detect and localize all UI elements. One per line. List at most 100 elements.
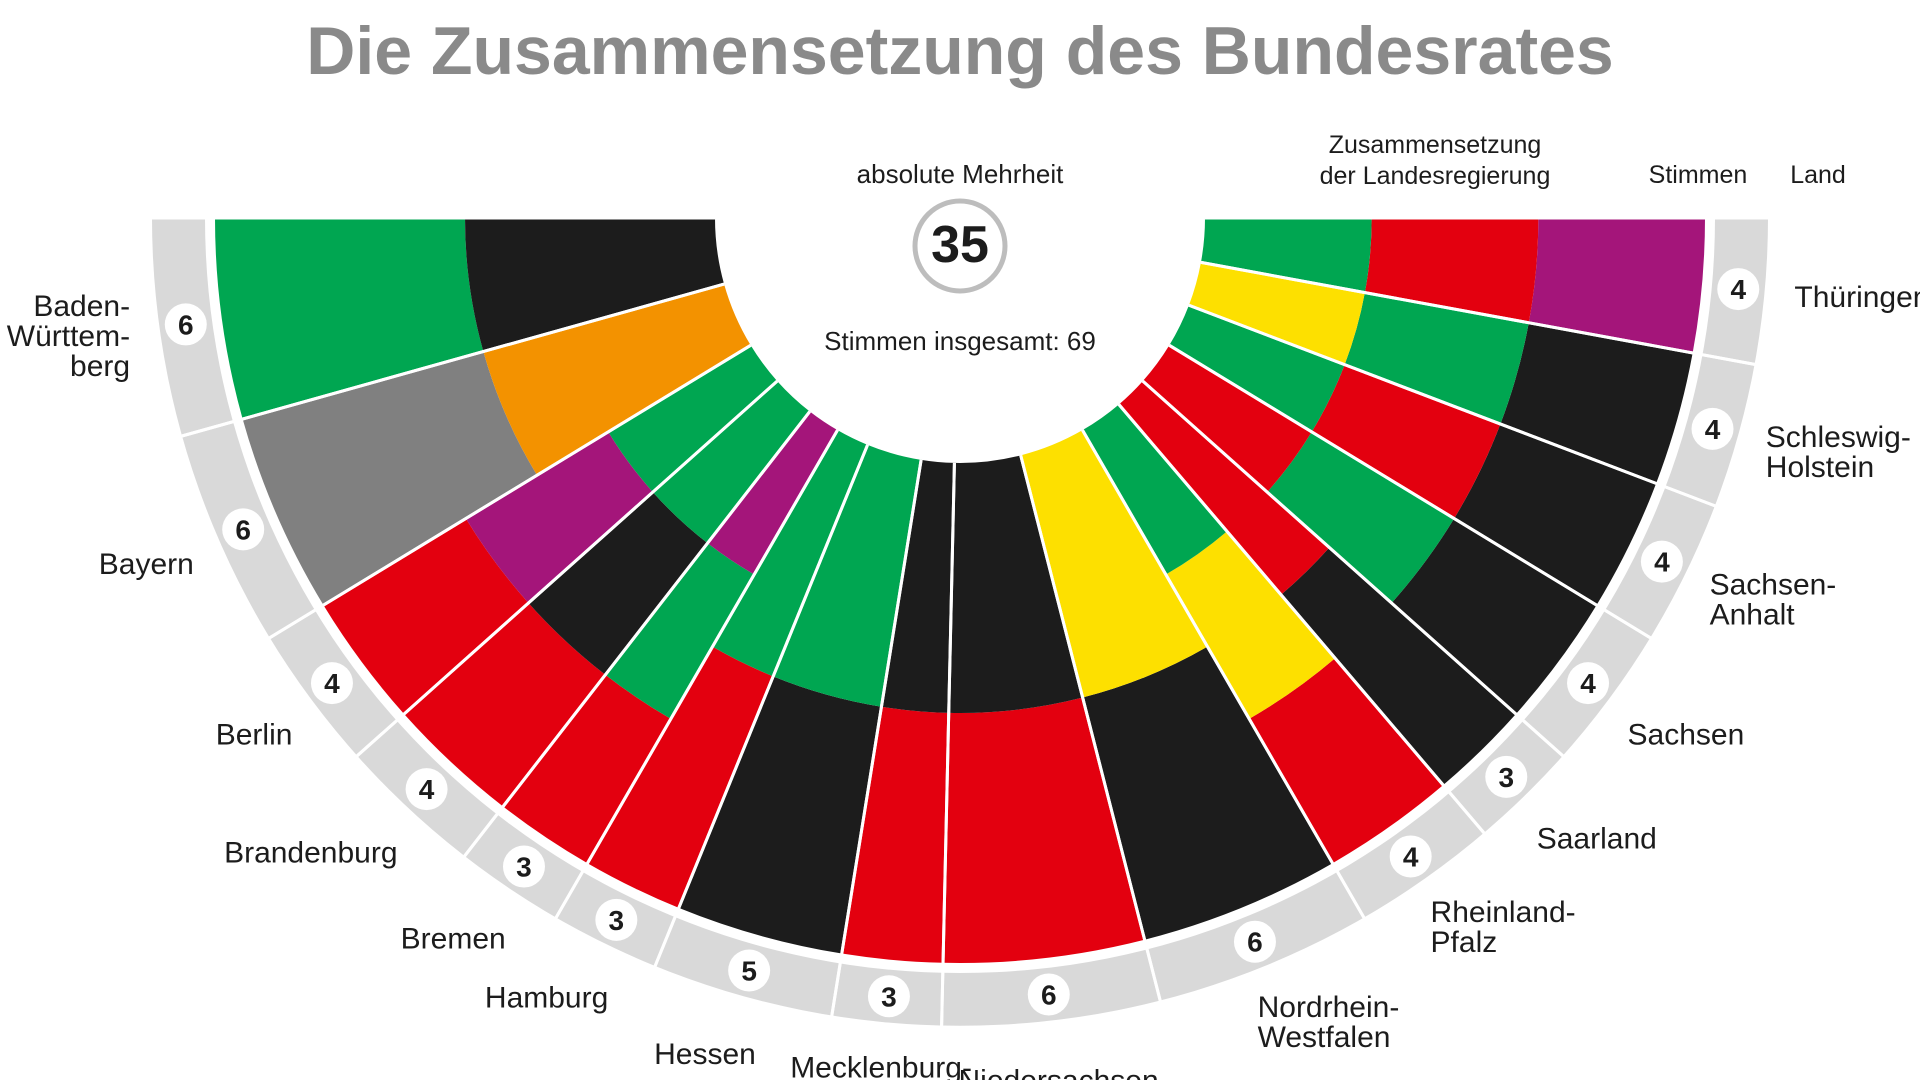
slice-8-band-0 — [943, 697, 1145, 964]
slice-8-band-1 — [948, 455, 1083, 714]
chart-title: Die Zusammensetzung des Bundesrates — [306, 13, 1613, 89]
slice-divider — [181, 282, 725, 438]
state-label: Nordrhein-Westfalen — [1258, 991, 1400, 1054]
vote-badge — [164, 303, 207, 346]
slice-9-band-0 — [1082, 646, 1333, 940]
slice-divider — [1188, 303, 1716, 508]
vote-count: 6 — [1041, 979, 1057, 1010]
slice-12-band-1 — [1267, 431, 1455, 604]
vote-count: 4 — [1654, 547, 1670, 578]
slice-14-band-1 — [1344, 292, 1529, 425]
slice-15-band-1 — [1364, 218, 1539, 323]
legend-header-land: Land — [1790, 161, 1846, 189]
state-label: Sachsen-Anhalt — [1710, 569, 1837, 632]
state-label: Thüringen — [1794, 281, 1920, 314]
state-label: Brandenburg — [224, 836, 397, 869]
vote-badge — [1717, 268, 1760, 311]
total-votes-label: Stimmen insgesamt: 69 — [824, 326, 1096, 356]
slice-15-band-2 — [1200, 218, 1372, 293]
state-label: Bayern — [99, 548, 194, 581]
slice-10-band-2 — [1082, 404, 1227, 575]
state-label: Mecklenburg-Vorpommern — [790, 1051, 972, 1080]
state-label: Rheinland-Pfalz — [1431, 896, 1576, 959]
vote-badge — [1691, 407, 1734, 450]
slice-11-band-1 — [1118, 381, 1330, 595]
vote-labels-group: 6 6 4 4 3 3 5 3 6 6 4 3 4 4 4 4 — [164, 268, 1760, 1018]
state-label: Baden-Württem-berg — [7, 290, 130, 383]
slice-divider — [1019, 454, 1162, 1002]
vote-count: 4 — [324, 668, 340, 699]
vote-count: 3 — [881, 981, 897, 1012]
slice-7-band-1 — [881, 459, 955, 713]
slice-3-band-2 — [652, 381, 810, 544]
vote-badge — [1389, 835, 1432, 878]
vote-count: 6 — [1247, 927, 1263, 958]
vote-badge — [405, 768, 448, 811]
slice-divider — [268, 344, 752, 640]
vote-count: 3 — [516, 852, 532, 883]
vote-badge — [867, 975, 910, 1018]
slice-13-band-1 — [1311, 364, 1501, 519]
slice-13-band-0 — [1454, 424, 1657, 606]
slice-9-band-1 — [1020, 430, 1208, 698]
vote-badge — [502, 845, 545, 888]
slice-divider — [1081, 429, 1366, 919]
vote-badge — [1567, 662, 1610, 705]
state-labels-group: Baden-Württem-berg Bayern Berlin Brandenbur… — [7, 281, 1920, 1080]
state-label: Berlin — [216, 719, 293, 752]
slice-6-band-1 — [773, 444, 922, 707]
vote-badge — [728, 949, 771, 992]
slice-2-band-1 — [465, 431, 653, 604]
slice-15-band-0 — [1528, 218, 1705, 353]
legend-header-votes: Stimmen — [1649, 161, 1748, 189]
slice-divider — [463, 410, 811, 858]
vote-count: 4 — [1403, 841, 1419, 872]
slice-4-band-1 — [605, 543, 755, 719]
vote-badge — [1485, 755, 1528, 798]
vote-badge — [222, 508, 265, 551]
slice-divider — [653, 444, 869, 967]
slice-12-band-0 — [1391, 518, 1597, 714]
slice-4-band-2 — [707, 411, 838, 575]
legend-header-government: Zusammensetzung der Landesregierung — [1320, 131, 1551, 190]
slice-0-band-1 — [465, 218, 725, 352]
slice-12-band-2 — [1142, 345, 1312, 493]
state-label: Schleswig-Holstein — [1766, 421, 1911, 484]
vote-badge — [595, 898, 638, 941]
slice-6-band-0 — [678, 676, 882, 954]
slices-group — [215, 218, 1705, 964]
state-label: Sachsen — [1628, 719, 1745, 752]
slice-divider — [1200, 260, 1755, 366]
slice-3-band-0 — [404, 603, 606, 807]
slice-13-band-2 — [1169, 305, 1345, 432]
slice-11-band-0 — [1281, 547, 1516, 786]
slice-divider — [830, 459, 923, 1017]
vote-badge — [1027, 973, 1070, 1016]
vote-badge — [1233, 920, 1276, 963]
slice-1-band-0 — [242, 351, 538, 606]
vote-badge — [310, 662, 353, 705]
slice-14-band-2 — [1188, 262, 1365, 365]
majority-value: 35 — [931, 216, 989, 274]
vote-count: 6 — [235, 514, 251, 545]
vote-count: 4 — [1730, 274, 1746, 305]
slice-divider — [554, 429, 839, 919]
slice-divider — [1141, 379, 1564, 758]
vote-count: 4 — [1705, 414, 1721, 445]
slice-5-band-0 — [587, 646, 774, 908]
state-label: Hessen — [654, 1038, 756, 1071]
slice-0-band-0 — [215, 218, 484, 419]
slice-1-band-1 — [483, 284, 751, 476]
slice-divider — [1168, 344, 1652, 640]
vote-count: 5 — [741, 956, 757, 987]
state-label: Hamburg — [485, 982, 608, 1015]
state-label: Saarland — [1537, 823, 1657, 856]
slice-5-band-1 — [712, 430, 868, 677]
vote-count: 3 — [609, 905, 625, 936]
slice-divider — [940, 462, 956, 1026]
slice-3-band-1 — [528, 492, 708, 675]
majority-label: absolute Mehrheit — [857, 159, 1064, 189]
dividers-group — [152, 216, 1768, 1026]
vote-badge — [1640, 540, 1683, 583]
slice-10-band-0 — [1249, 658, 1444, 864]
